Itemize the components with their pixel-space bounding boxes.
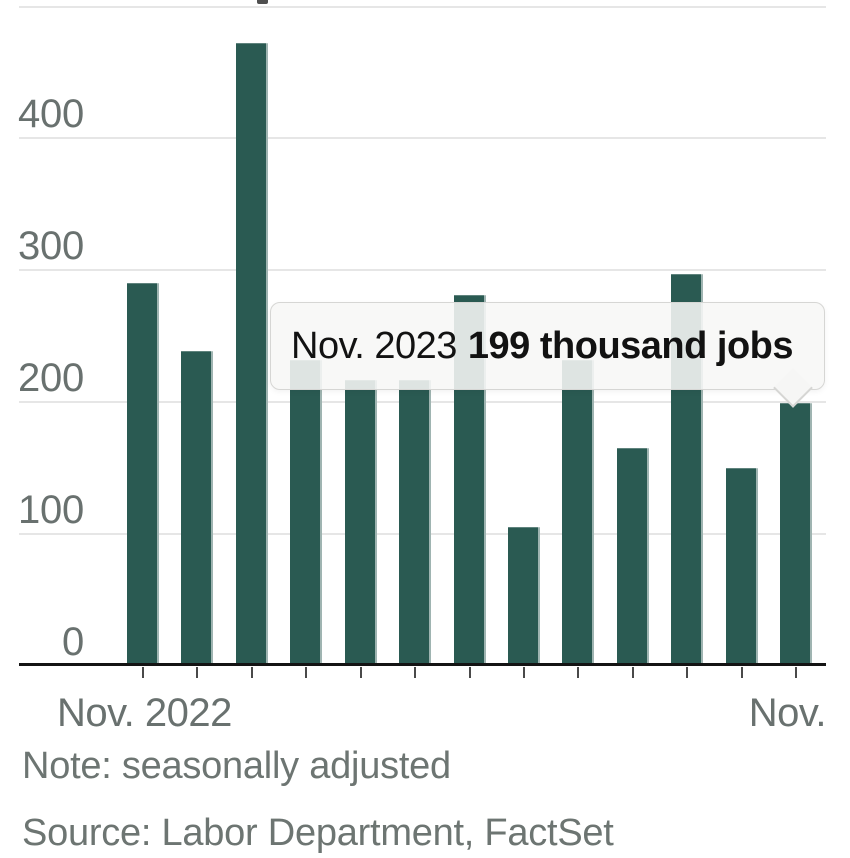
y-axis-label-200: 200 xyxy=(18,356,84,401)
gridline-500 xyxy=(19,5,826,8)
gridline-400 xyxy=(19,137,826,140)
chart-source: Source: Labor Department, FactSet xyxy=(22,812,614,854)
x-tick-1 xyxy=(196,667,199,678)
bar-aug-2023[interactable] xyxy=(616,448,649,666)
x-tick-4 xyxy=(359,667,362,678)
x-tick-12 xyxy=(795,667,798,678)
x-tick-0 xyxy=(142,667,144,678)
bar-apr-2023[interactable] xyxy=(399,379,432,666)
x-tick-5 xyxy=(414,667,417,678)
x-tick-8 xyxy=(577,667,580,678)
bar-dec-2022[interactable] xyxy=(181,350,214,666)
x-tick-9 xyxy=(631,667,634,678)
x-tick-2 xyxy=(250,667,253,678)
bar-oct-2023[interactable] xyxy=(725,468,758,666)
x-tick-7 xyxy=(522,667,525,678)
tooltip: Nov. 2023 199 thousand jobs xyxy=(270,302,825,390)
bar-jun-2023[interactable] xyxy=(507,527,540,666)
tooltip-date-label: Nov. 2023 xyxy=(291,324,457,367)
x-tick-11 xyxy=(740,667,743,678)
bar-feb-2023[interactable] xyxy=(290,359,323,666)
gridline-300 xyxy=(19,269,826,272)
x-axis-label-start: Nov. 2022 xyxy=(57,691,232,735)
cropped-title-fragment xyxy=(257,0,268,4)
x-tick-10 xyxy=(686,667,689,678)
y-axis-label-0: 0 xyxy=(62,619,84,664)
bar-nov-2023[interactable] xyxy=(780,403,813,666)
tooltip-value: 199 thousand jobs xyxy=(467,324,794,367)
x-tick-6 xyxy=(468,667,471,678)
bar-mar-2023[interactable] xyxy=(344,379,377,666)
x-tick-3 xyxy=(305,667,308,678)
y-axis-label-300: 300 xyxy=(18,224,84,269)
chart-note: Note: seasonally adjusted xyxy=(22,745,451,787)
bar-jan-2023[interactable] xyxy=(235,43,268,666)
x-axis-label-end: Nov. xyxy=(748,691,827,735)
bar-jul-2023[interactable] xyxy=(562,359,595,666)
y-axis-label-400: 400 xyxy=(18,92,84,137)
x-axis-line xyxy=(19,663,826,666)
bar-nov-2022[interactable] xyxy=(127,283,159,666)
y-axis-label-100: 100 xyxy=(18,487,84,532)
